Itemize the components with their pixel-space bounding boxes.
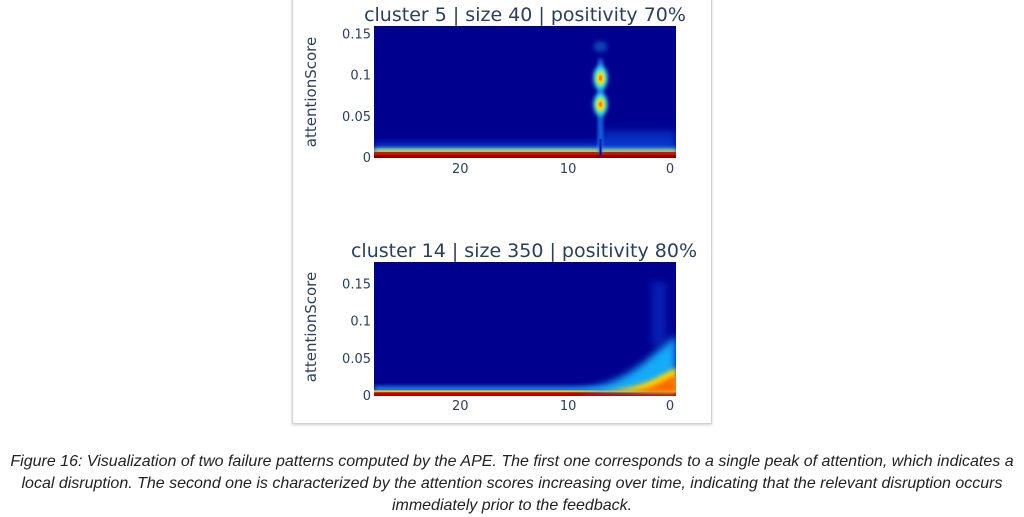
heatmap-baseline-dark [374, 155, 676, 158]
x-tick-label: 0 [666, 162, 674, 177]
heatmap-glow-band [374, 386, 676, 393]
x-tick-label: 0 [666, 399, 674, 414]
heatmap-background [374, 262, 676, 396]
x-tick-label: 20 [452, 162, 469, 177]
y-tick-label: 0.05 [342, 352, 371, 367]
y-tick-label: 0 [363, 389, 371, 404]
heatmap-plot-area [374, 262, 676, 396]
y-tick-label: 0.15 [342, 27, 371, 42]
heatmap-chart-cluster-14: cluster 14 | size 350 | positivity 80% a… [302, 240, 697, 414]
figure-caption: Figure 16: Visualization of two failure … [10, 453, 1014, 514]
heatmap-chart-cluster-5: cluster 5 | size 40 | positivity 70% att… [302, 4, 686, 177]
x-tick-labels: 20 10 0 [452, 399, 674, 414]
y-tick-label: 0.05 [342, 110, 371, 125]
peak-hotspot-outer [593, 41, 608, 53]
peak-hotspot-center [598, 101, 603, 107]
y-tick-label: 0 [363, 151, 371, 166]
x-tick-label: 10 [560, 162, 577, 177]
y-tick-labels: 0 0.05 0.1 0.15 [342, 27, 371, 166]
y-axis-title: attentionScore [302, 37, 320, 147]
y-tick-label: 0.1 [350, 69, 371, 84]
peak-spread [600, 131, 676, 148]
y-tick-label: 0.1 [350, 315, 371, 330]
x-tick-label: 10 [560, 399, 577, 414]
y-tick-labels: 0 0.05 0.1 0.15 [342, 277, 371, 404]
x-tick-labels: 20 10 0 [452, 162, 674, 177]
y-axis-title: attentionScore [302, 272, 320, 382]
peak-hotspot-center [598, 75, 603, 81]
heatmap-yellow-band [374, 390, 676, 394]
heatmap-plot-area [374, 26, 676, 158]
rise-outer [568, 336, 676, 393]
chart-title: cluster 14 | size 350 | positivity 80% [351, 240, 697, 262]
rise-core [628, 375, 676, 393]
heatmap-baseline-band [374, 392, 676, 396]
chart-title: cluster 5 | size 40 | positivity 70% [364, 4, 686, 26]
heatmap-figure: cluster 5 | size 40 | positivity 70% att… [302, 4, 697, 414]
rise-haze [652, 282, 666, 347]
x-tick-label: 20 [452, 399, 469, 414]
y-tick-label: 0.15 [342, 277, 371, 292]
